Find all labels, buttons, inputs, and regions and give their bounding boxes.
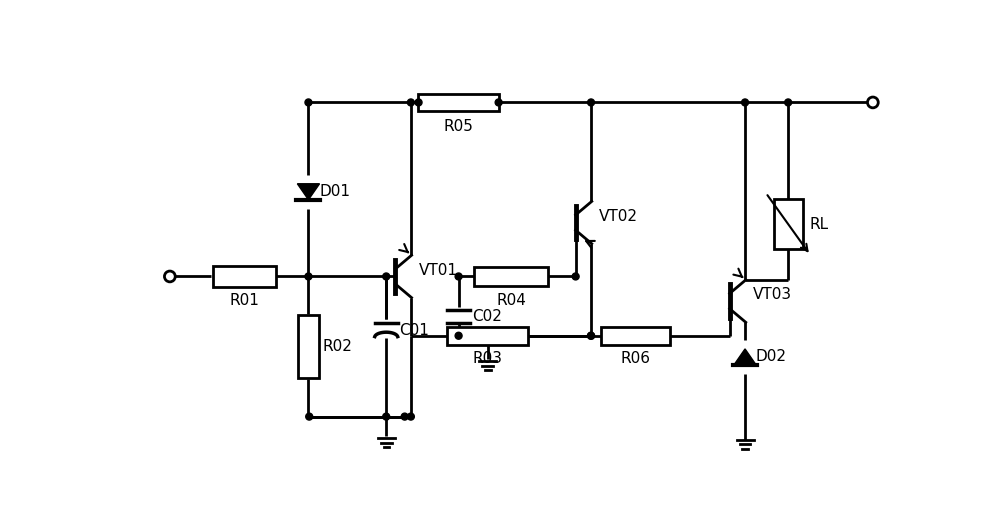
Text: VT02: VT02	[599, 209, 638, 224]
Text: VT03: VT03	[753, 288, 792, 303]
Bar	[418, 94, 499, 111]
Circle shape	[407, 413, 414, 420]
Text: RL: RL	[810, 217, 829, 231]
Circle shape	[588, 99, 595, 106]
Circle shape	[401, 413, 408, 420]
Bar	[213, 266, 276, 287]
Circle shape	[742, 99, 749, 106]
Text: D01: D01	[319, 184, 350, 199]
Bar	[601, 327, 670, 345]
Polygon shape	[734, 349, 756, 365]
Text: R02: R02	[322, 339, 352, 354]
Text: R01: R01	[230, 293, 259, 308]
Text: VT01: VT01	[419, 263, 458, 278]
Circle shape	[495, 99, 502, 106]
Text: R06: R06	[621, 351, 651, 366]
Circle shape	[867, 97, 878, 108]
Circle shape	[572, 273, 579, 280]
Text: C01: C01	[399, 323, 429, 338]
Circle shape	[415, 99, 422, 106]
Circle shape	[383, 273, 390, 280]
Circle shape	[455, 332, 462, 339]
Circle shape	[588, 332, 595, 339]
Circle shape	[164, 271, 175, 282]
Circle shape	[305, 273, 312, 280]
Text: D02: D02	[756, 349, 787, 365]
Circle shape	[455, 273, 462, 280]
Bar	[447, 327, 528, 345]
Circle shape	[383, 413, 390, 420]
Circle shape	[588, 332, 595, 339]
Text: R05: R05	[444, 120, 474, 134]
Text: R03: R03	[473, 351, 503, 366]
Circle shape	[785, 99, 792, 106]
Text: R04: R04	[496, 293, 526, 308]
Bar	[474, 267, 548, 285]
Circle shape	[306, 413, 313, 420]
Bar	[774, 199, 803, 249]
Bar	[298, 315, 319, 378]
Text: C02: C02	[472, 309, 502, 324]
Circle shape	[407, 99, 414, 106]
Circle shape	[305, 99, 312, 106]
Polygon shape	[297, 184, 320, 200]
